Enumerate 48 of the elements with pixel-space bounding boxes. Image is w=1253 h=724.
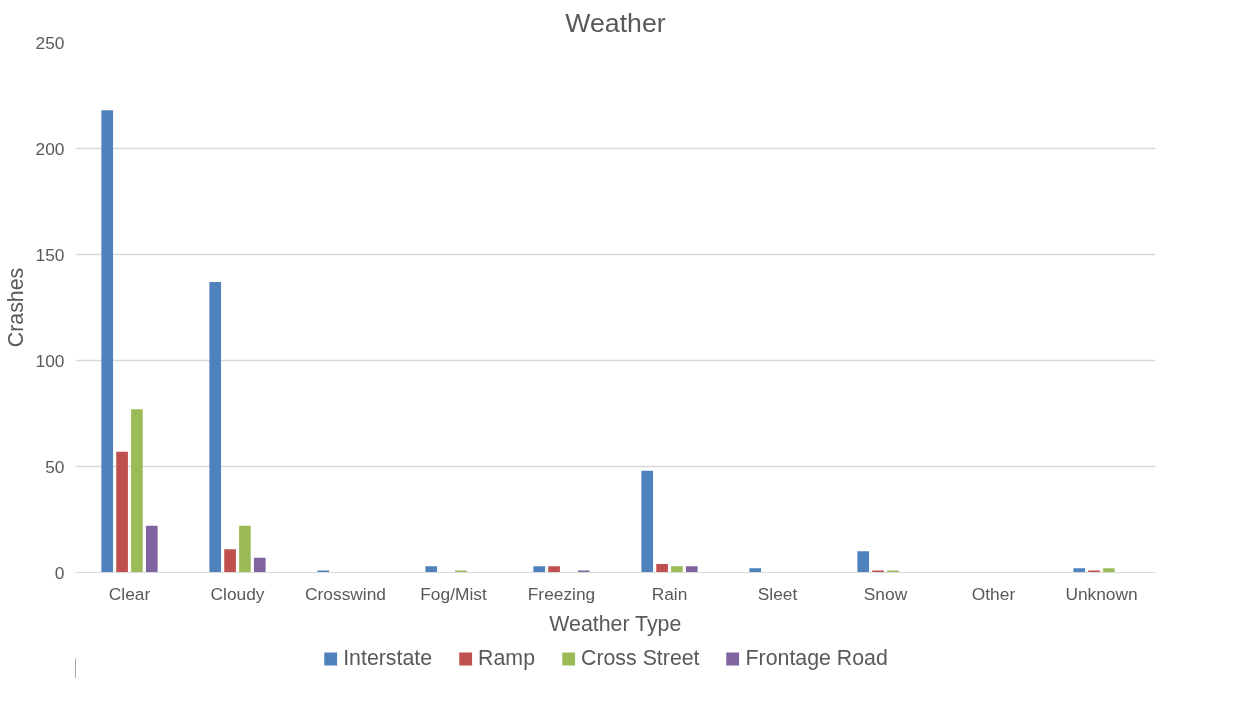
x-tick-label: Cloudy [210, 583, 265, 604]
x-tick-label: Fog/Mist [420, 583, 487, 604]
legend-label: Interstate [343, 645, 433, 671]
bar [224, 549, 236, 573]
chart-title: Weather [565, 7, 666, 38]
x-tick-label: Clear [108, 583, 151, 604]
bar [145, 525, 158, 573]
bar [425, 566, 438, 573]
bar [1103, 568, 1115, 573]
x-tick-label: Rain [651, 583, 688, 604]
bar [239, 525, 251, 573]
bar [749, 568, 762, 573]
bar [577, 570, 590, 573]
x-tick-label: Crosswind [305, 583, 386, 604]
y-tick-label: 150 [35, 244, 65, 265]
bar [857, 551, 870, 573]
y-tick-label: 250 [35, 32, 65, 53]
bar [1088, 570, 1100, 573]
y-tick-label: 200 [35, 138, 65, 159]
bar [101, 110, 114, 573]
legend-label: Frontage Road [745, 645, 888, 671]
bar [656, 564, 668, 573]
bar [131, 409, 143, 573]
x-axis-title: Weather Type [549, 611, 682, 636]
bar [872, 570, 884, 573]
y-tick-label: 100 [35, 350, 65, 371]
bar [1073, 568, 1086, 573]
bar [317, 570, 330, 573]
bar [116, 451, 128, 573]
y-tick-label: 50 [45, 456, 65, 477]
x-tick-label: Unknown [1065, 583, 1138, 604]
x-tick-label: Sleet [757, 583, 798, 604]
legend-label: Cross Street [581, 645, 700, 671]
x-tick-label: Freezing [527, 583, 596, 604]
bar [455, 570, 467, 573]
y-axis-title: Crashes [3, 267, 28, 348]
bar [548, 566, 560, 573]
bar [253, 557, 266, 573]
x-tick-label: Snow [863, 583, 908, 604]
bar [533, 566, 546, 573]
legend-label: Ramp [478, 645, 536, 671]
bar [209, 282, 222, 573]
x-tick-label: Other [971, 583, 1016, 604]
y-tick-label: 0 [54, 562, 65, 583]
bar [887, 570, 899, 573]
bar [671, 566, 683, 573]
bar [685, 566, 698, 573]
bar [641, 470, 654, 573]
